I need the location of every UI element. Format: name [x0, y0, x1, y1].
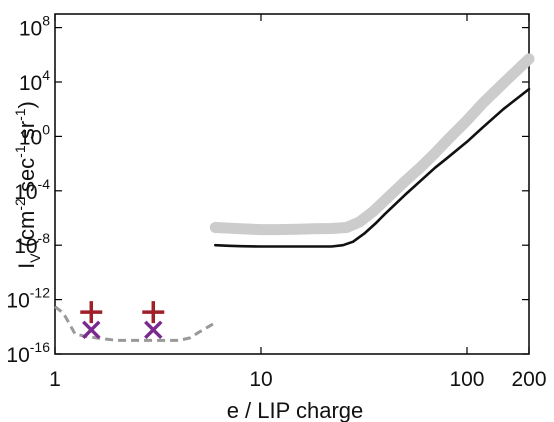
plot-frame: [54, 13, 530, 355]
y-tick-label: 108: [19, 13, 50, 41]
x-tick-label: 10: [249, 368, 272, 391]
y-tick-label: 10-16: [6, 339, 50, 367]
marker-plus-1: [80, 301, 103, 324]
y-axis-label: IV (cm-2 sec-1 sr-1): [12, 101, 43, 269]
series-line-1: [209, 53, 535, 236]
y-tick-label: 10-4: [14, 176, 50, 204]
ticks-layer: 1 10 100 200 108 104 100 10-4 10-8 10-12 10-16: [6, 13, 546, 391]
marker-plus-2: [142, 301, 165, 324]
series-line-3: [54, 305, 217, 342]
y-tick-label: 10-12: [6, 285, 50, 313]
marker-cross-4: [144, 320, 163, 340]
x-tick-label: 200: [511, 368, 546, 391]
series-layer: [54, 53, 535, 342]
series-line-2: [214, 87, 531, 248]
y-tick-label: 10-8: [14, 230, 50, 258]
y-tick-label: 104: [19, 67, 50, 95]
y-tick-label: 100: [19, 121, 50, 149]
x-tick-label: 100: [449, 368, 484, 391]
points-layer: [80, 301, 165, 340]
x-axis-label: e / LIP charge: [227, 398, 364, 422]
x-tick-label: 1: [49, 368, 61, 391]
marker-cross-3: [82, 320, 101, 340]
